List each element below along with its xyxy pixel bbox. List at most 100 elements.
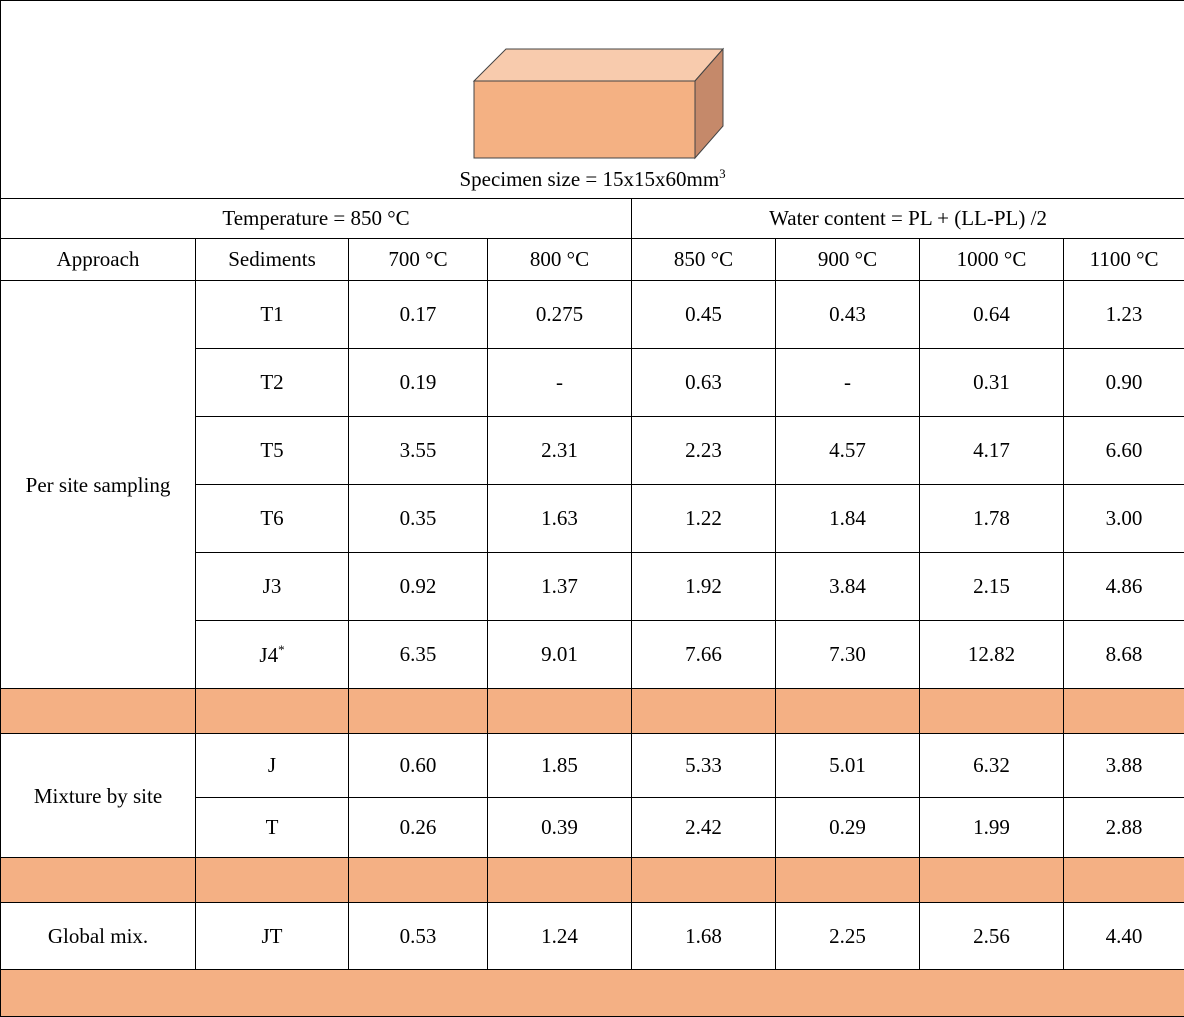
separator-cell: [1064, 858, 1184, 903]
value-cell: 0.60: [349, 734, 488, 798]
sediment-name: J4: [259, 643, 278, 667]
separator-cell: [632, 858, 776, 903]
value-cell: 0.19: [349, 349, 488, 417]
value-cell: 1.37: [488, 553, 632, 621]
sediment: J: [196, 734, 349, 798]
value-cell: 6.35: [349, 621, 488, 689]
separator-cell: [488, 858, 632, 903]
sediment-name: T5: [260, 438, 283, 462]
value-cell: 1.24: [488, 903, 632, 970]
sediment: T: [196, 798, 349, 858]
header-cell: Specimen size = 15x15x60mm3: [1, 1, 1184, 199]
sediment-name: T6: [260, 506, 283, 530]
value-cell: 3.00: [1064, 485, 1184, 553]
value-cell: 0.63: [632, 349, 776, 417]
value-cell: 0.64: [920, 281, 1064, 349]
value-cell: 7.66: [632, 621, 776, 689]
separator-cell: [776, 689, 920, 734]
value-cell: 1.63: [488, 485, 632, 553]
value-cell: 4.17: [920, 417, 1064, 485]
value-cell: 4.86: [1064, 553, 1184, 621]
sediment-name: JT: [262, 924, 283, 948]
separator-cell: [776, 858, 920, 903]
column-header: 700 °C: [349, 239, 488, 281]
value-cell: 3.55: [349, 417, 488, 485]
value-cell: 0.90: [1064, 349, 1184, 417]
separator-cell: [1, 858, 196, 903]
value-cell: 2.31: [488, 417, 632, 485]
sediment: T6: [196, 485, 349, 553]
separator-cell: [196, 689, 349, 734]
value-cell: 8.68: [1064, 621, 1184, 689]
value-cell: 0.17: [349, 281, 488, 349]
sediment-name: J3: [263, 574, 282, 598]
value-cell: 5.01: [776, 734, 920, 798]
sediment-name: J: [268, 753, 276, 777]
value-cell: 1.23: [1064, 281, 1184, 349]
value-cell: 0.29: [776, 798, 920, 858]
separator-cell: [1, 689, 196, 734]
sediment-name: T1: [260, 302, 283, 326]
value-cell: 1.92: [632, 553, 776, 621]
separator-row: [1, 858, 1184, 903]
sediment-name: T: [266, 815, 279, 839]
value-cell: 0.43: [776, 281, 920, 349]
value-cell: 2.56: [920, 903, 1064, 970]
column-header: 800 °C: [488, 239, 632, 281]
specimen-icon: [471, 46, 731, 161]
value-cell: 9.01: [488, 621, 632, 689]
column-header: 850 °C: [632, 239, 776, 281]
value-cell: 2.42: [632, 798, 776, 858]
value-cell: 2.88: [1064, 798, 1184, 858]
value-cell: 5.33: [632, 734, 776, 798]
separator-cell: [1064, 689, 1184, 734]
value-cell: 1.99: [920, 798, 1064, 858]
sediment: T2: [196, 349, 349, 417]
value-cell: 1.22: [632, 485, 776, 553]
separator-cell: [349, 858, 488, 903]
separator-cell: [632, 689, 776, 734]
caption: Specimen size = 15x15x60mm: [459, 167, 719, 191]
value-cell: 0.92: [349, 553, 488, 621]
value-cell: 0.275: [488, 281, 632, 349]
value-cell: 6.32: [920, 734, 1064, 798]
value-cell: 2.25: [776, 903, 920, 970]
value-cell: 6.60: [1064, 417, 1184, 485]
value-cell: 0.35: [349, 485, 488, 553]
left-header: Temperature = 850 °C: [1, 199, 632, 239]
value-cell: 3.88: [1064, 734, 1184, 798]
value-cell: 2.15: [920, 553, 1064, 621]
value-cell: 7.30: [776, 621, 920, 689]
sediment: J3: [196, 553, 349, 621]
value-cell: 0.45: [632, 281, 776, 349]
column-header: Approach: [1, 239, 196, 281]
value-cell: 1.85: [488, 734, 632, 798]
sediment-name: T2: [260, 370, 283, 394]
column-header: 1100 °C: [1064, 239, 1184, 281]
right-header: Water content = PL + (LL-PL) /2: [632, 199, 1184, 239]
group-label: Mixture by site: [1, 734, 196, 858]
value-cell: 3.84: [776, 553, 920, 621]
value-cell: 1.68: [632, 903, 776, 970]
value-cell: 4.57: [776, 417, 920, 485]
separator-cell: [1, 970, 1184, 1017]
value-cell: 4.40: [1064, 903, 1184, 970]
column-header: 1000 °C: [920, 239, 1064, 281]
value-cell: 2.23: [632, 417, 776, 485]
group-label: Global mix.: [1, 903, 196, 970]
sediment: T1: [196, 281, 349, 349]
separator-row: [1, 689, 1184, 734]
sediment: JT: [196, 903, 349, 970]
separator-cell: [349, 689, 488, 734]
value-cell: -: [776, 349, 920, 417]
sediment-sup: *: [278, 642, 285, 657]
value-cell: 0.31: [920, 349, 1064, 417]
value-cell: -: [488, 349, 632, 417]
value-cell: 0.39: [488, 798, 632, 858]
caption-sup: 3: [719, 166, 726, 181]
group-label: Per site sampling: [1, 281, 196, 689]
